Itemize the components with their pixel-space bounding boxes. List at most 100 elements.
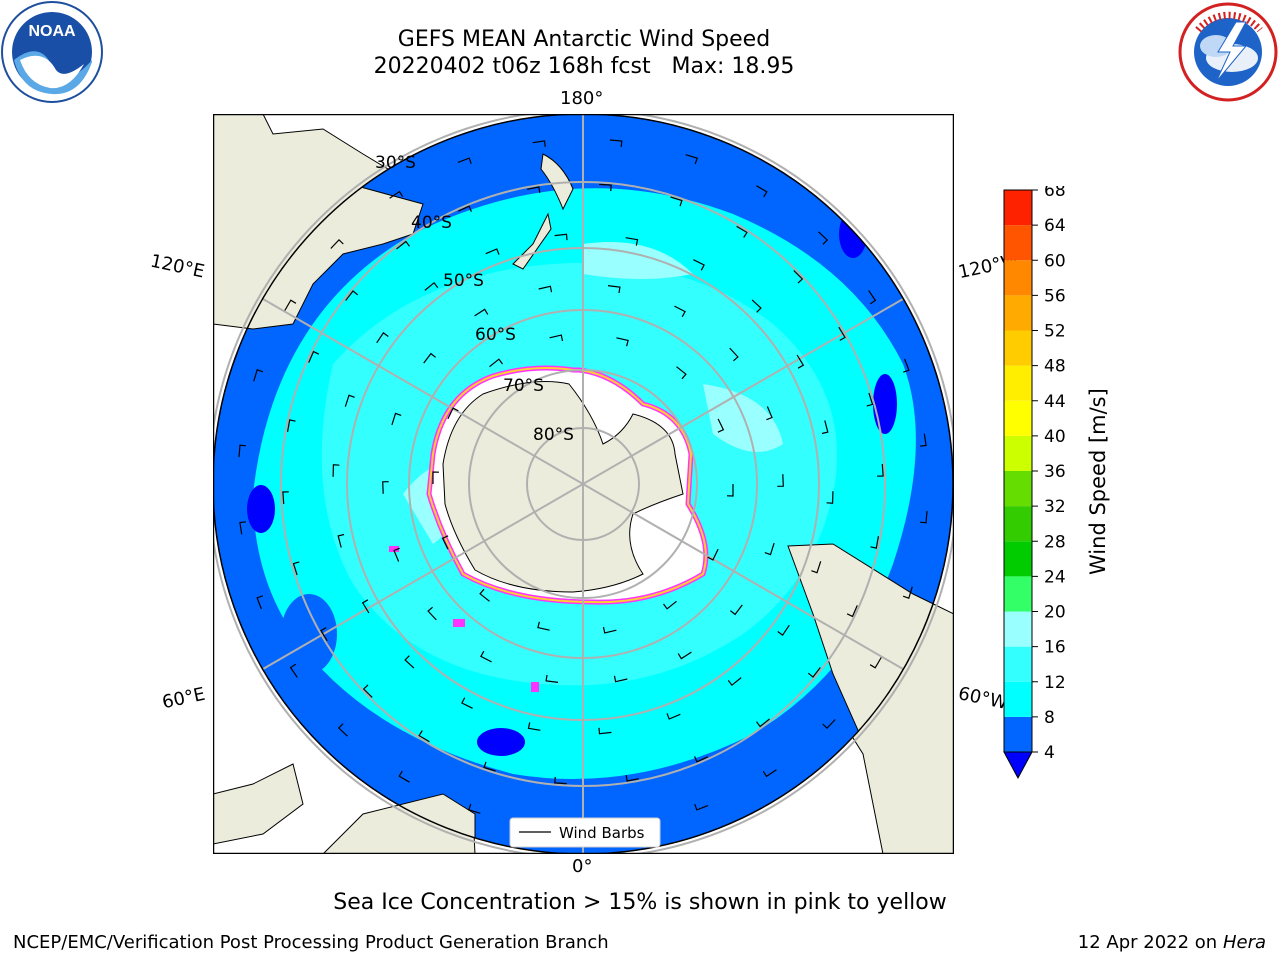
wind-barb	[382, 481, 389, 494]
colorbar-tick-label: 40	[1044, 427, 1066, 447]
wind-barb	[730, 604, 743, 616]
wind-barb	[389, 190, 404, 199]
wind-barb	[685, 154, 698, 165]
wind-barb	[332, 464, 340, 477]
wind-barb	[777, 474, 784, 487]
chart-subtitle: 20220402 t06z 168h fcst Max: 18.95	[373, 54, 795, 79]
wind-barb	[920, 510, 928, 524]
wind-barb	[337, 723, 348, 737]
wind-barb	[756, 185, 768, 198]
wind-barb	[866, 392, 874, 407]
colorbar-bin	[1004, 646, 1032, 682]
colorbar-label: Wind Speed [m/s]	[1086, 388, 1110, 575]
wind-barb	[598, 727, 612, 735]
colorbar-bin	[1004, 330, 1032, 366]
wind-barb	[693, 259, 705, 271]
wind-barb	[532, 140, 546, 147]
lat-label-80s: 80°S	[533, 425, 574, 445]
nws-logo-icon	[1178, 2, 1278, 102]
wind-barb	[253, 369, 264, 382]
colorbar-tick-label: 4	[1044, 743, 1055, 763]
wind-barb	[811, 561, 822, 574]
wind-barb	[256, 595, 263, 610]
wind-barb	[391, 412, 402, 426]
wind-barb	[554, 233, 568, 241]
wind-barb	[538, 285, 553, 293]
colorbar-bin	[1004, 435, 1032, 471]
wind-barb	[729, 347, 739, 362]
wind-barb	[483, 761, 496, 772]
wind-barb	[762, 769, 777, 778]
wind-barb	[807, 667, 821, 678]
wind-barb	[468, 803, 481, 814]
colorbar-bin	[1004, 365, 1032, 401]
lat-label-40s: 40°S	[411, 213, 452, 233]
wind-barb	[607, 285, 621, 294]
colorbar-bin	[1004, 260, 1032, 296]
wind-barb	[423, 352, 436, 364]
wind-barb	[736, 225, 748, 238]
wind-barb	[282, 491, 289, 505]
colorbar-bin	[1004, 190, 1032, 226]
wind-barb	[707, 548, 719, 561]
wind-barb	[602, 626, 617, 634]
wind-barb	[345, 290, 359, 301]
wind-barb	[526, 186, 541, 193]
wind-barb	[616, 337, 629, 347]
wind-barb	[751, 299, 762, 313]
wind-barb	[427, 606, 437, 621]
wind-barb	[903, 358, 910, 373]
wind-barb	[418, 730, 430, 743]
colorbar-tick-label: 48	[1044, 357, 1066, 377]
wind-barbs-legend: Wind Barbs	[509, 817, 661, 848]
wind-barb	[717, 418, 725, 433]
wind-barb	[793, 270, 804, 284]
colorbar-tick-label: 36	[1044, 462, 1066, 482]
wind-barb	[393, 547, 400, 562]
wind-barb	[613, 675, 628, 683]
wind-barb	[447, 407, 459, 420]
wind-barb	[625, 237, 639, 246]
colorbar-tick-label: 44	[1044, 392, 1066, 412]
colorbar-tick-label: 56	[1044, 286, 1066, 306]
colorbar-tick-label: 16	[1044, 638, 1066, 658]
wind-barb	[677, 651, 692, 660]
colorbar-bin	[1004, 716, 1032, 752]
wind-barb	[344, 394, 355, 407]
wind-barb	[549, 334, 564, 342]
wind-barb	[609, 139, 623, 147]
wind-barb	[337, 533, 345, 548]
colorbar-under-arrow	[1003, 751, 1033, 780]
wind-barb	[727, 677, 742, 687]
wind-barb	[764, 542, 775, 556]
colorbar-bin	[1004, 400, 1032, 436]
wind-barb	[457, 157, 472, 164]
wind-barb	[330, 238, 344, 249]
wind-barb	[821, 420, 829, 435]
wind-barb	[479, 588, 490, 602]
noaa-logo-icon: NOAA	[1, 1, 103, 103]
colorbar-tick-label: 32	[1044, 497, 1066, 517]
colorbar-bin	[1004, 295, 1032, 331]
colorbar-bin	[1004, 506, 1032, 542]
wind-barb	[902, 586, 913, 599]
polar-map: 30°S 40°S 50°S 60°S 70°S 80°S Wind Barbs	[213, 114, 954, 854]
footer-branch: NCEP/EMC/Verification Post Processing Pr…	[13, 932, 609, 953]
wind-barb	[625, 775, 640, 782]
footer-date-text: 12 Apr 2022 on	[1077, 932, 1223, 953]
wind-barb	[826, 491, 834, 504]
wind-barb	[320, 627, 328, 642]
wind-barb	[474, 308, 489, 317]
wind-barb	[920, 433, 927, 447]
lat-label-60s: 60°S	[475, 325, 516, 345]
wind-barb	[537, 621, 550, 631]
lon-label-0: 0°	[572, 856, 593, 877]
wind-barb	[424, 281, 439, 291]
wind-barb	[694, 804, 709, 811]
wind-barb	[663, 600, 677, 610]
wind-barb	[756, 718, 770, 728]
wind-barb	[398, 770, 410, 783]
wind-barb	[287, 419, 296, 432]
wind-barb	[362, 684, 373, 698]
colorbar-tick-label: 28	[1044, 532, 1066, 552]
